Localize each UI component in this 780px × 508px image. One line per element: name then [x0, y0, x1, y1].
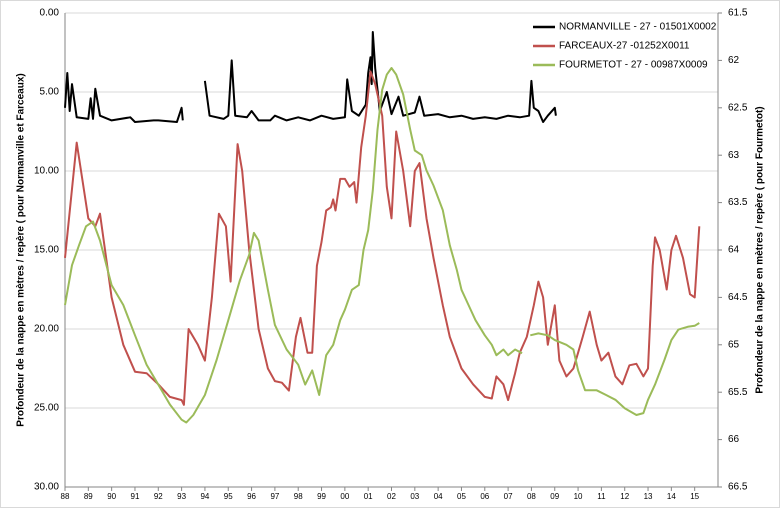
x-tick-label: 92 — [154, 492, 163, 501]
y-tick-label: 10.00 — [34, 166, 59, 177]
x-tick-label: 91 — [131, 492, 140, 501]
x-tick-label: 03 — [410, 492, 419, 501]
x-tick-label: 88 — [61, 492, 70, 501]
x-tick-label: 08 — [527, 492, 536, 501]
x-tick-label: 12 — [620, 492, 629, 501]
y2-tick-label: 63 — [728, 150, 740, 161]
y-axis-title: Profondeur de la nappe en mètres / repèr… — [16, 73, 27, 426]
series-line — [64, 72, 184, 123]
x-tick-label: 11 — [597, 492, 606, 501]
legend-label: NORMANVILLE - 27 - 01501X0002 — [559, 22, 717, 33]
y-tick-label: 15.00 — [34, 245, 59, 256]
y2-tick-label: 66.5 — [728, 482, 748, 493]
y-tick-label: 0.00 — [40, 8, 60, 19]
y2-axis-title: Profondeur de la nappe en mètres / repèr… — [755, 106, 766, 393]
legend-label: FARCEAUX-27 -01252X0011 — [559, 41, 690, 52]
x-tick-label: 05 — [457, 492, 466, 501]
x-tick-label: 01 — [364, 492, 373, 501]
y-tick-label: 25.00 — [34, 403, 59, 414]
x-tick-label: 04 — [434, 492, 443, 501]
y2-tick-label: 62.5 — [728, 102, 748, 113]
x-tick-label: 02 — [387, 492, 396, 501]
x-tick-label: 99 — [317, 492, 326, 501]
x-tick-label: 89 — [84, 492, 93, 501]
y2-tick-label: 62 — [728, 55, 740, 66]
y2-tick-label: 65.5 — [728, 387, 748, 398]
y2-tick-label: 66 — [728, 434, 740, 445]
x-tick-label: 15 — [690, 492, 699, 501]
x-tick-label: 96 — [247, 492, 256, 501]
y2-tick-label: 63.5 — [728, 197, 748, 208]
legend-label: FOURMETOT - 27 - 00987X0009 — [559, 60, 708, 71]
y2-tick-label: 65 — [728, 339, 740, 350]
x-tick-label: 07 — [504, 492, 513, 501]
x-tick-label: 09 — [550, 492, 559, 501]
y2-tick-label: 64.5 — [728, 292, 748, 303]
y-tick-label: 5.00 — [40, 87, 60, 98]
x-tick-label: 98 — [294, 492, 303, 501]
x-tick-label: 95 — [224, 492, 233, 501]
x-tick-label: 97 — [270, 492, 279, 501]
x-tick-label: 06 — [480, 492, 489, 501]
x-tick-label: 14 — [667, 492, 676, 501]
series-line — [64, 70, 701, 406]
y2-tick-label: 61.5 — [728, 8, 748, 19]
y2-tick-label: 64 — [728, 245, 740, 256]
series-line — [64, 67, 523, 424]
x-tick-label: 10 — [574, 492, 583, 501]
y-tick-label: 20.00 — [34, 324, 59, 335]
series-line — [203, 31, 557, 123]
x-tick-label: 13 — [644, 492, 653, 501]
x-tick-label: 00 — [340, 492, 349, 501]
series-line — [530, 322, 700, 416]
y-tick-label: 30.00 — [34, 482, 59, 493]
x-tick-label: 93 — [177, 492, 186, 501]
x-tick-label: 90 — [107, 492, 116, 501]
x-tick-label: 94 — [200, 492, 209, 501]
